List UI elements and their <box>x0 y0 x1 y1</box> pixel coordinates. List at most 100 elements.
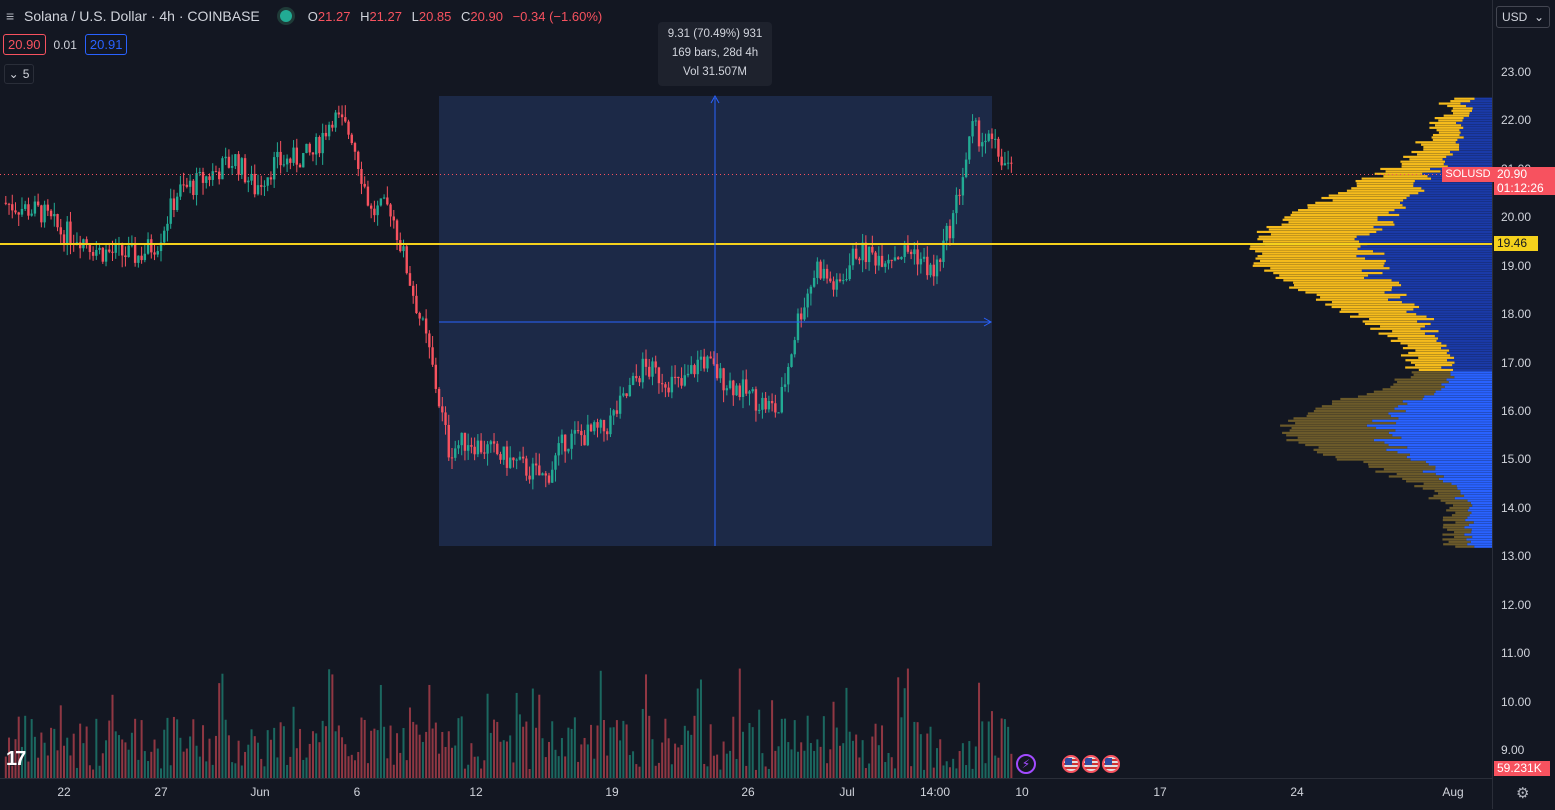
open-label: O <box>307 8 318 24</box>
volume-bar <box>185 748 188 778</box>
lightning-event-icon[interactable]: ⚡ <box>1016 754 1036 774</box>
time-tick-label: 24 <box>1290 785 1304 799</box>
settings-gear-icon[interactable]: ⚙ <box>1516 785 1530 802</box>
volume-bar <box>971 768 974 778</box>
volume-bar <box>308 743 311 778</box>
volume-profile-bar <box>1416 313 1492 316</box>
volume-profile-bar <box>1385 259 1492 263</box>
volume-profile-bar <box>1282 431 1389 434</box>
candle-body <box>544 473 547 476</box>
volume-bar <box>79 723 82 778</box>
candle-body <box>751 389 754 392</box>
volume-bar <box>172 716 175 778</box>
volume-profile-bar <box>1423 148 1460 151</box>
volume-bar <box>370 730 373 778</box>
volume-profile-bar <box>1255 257 1366 260</box>
candle-body <box>531 463 535 480</box>
volume-profile-bar <box>1423 482 1452 485</box>
candle-body <box>247 180 250 183</box>
candle-body <box>900 256 903 260</box>
volume-profile-bar <box>1465 518 1492 522</box>
candle-body <box>573 430 577 434</box>
volume-bar <box>777 746 780 778</box>
candle-body <box>596 422 599 428</box>
us-flag-event-icon[interactable] <box>1082 755 1100 773</box>
price-axis[interactable]: 23.0022.0021.0020.0019.0018.0017.0016.00… <box>1492 0 1555 809</box>
volume-bar <box>509 735 512 778</box>
volume-profile-bar <box>1306 414 1391 418</box>
tradingview-logo-icon[interactable]: 17 <box>6 748 26 770</box>
volume-bar <box>350 754 353 778</box>
volume-bar <box>803 750 806 778</box>
volume-profile-bar <box>1463 126 1492 129</box>
market-status-icon[interactable] <box>279 10 292 22</box>
symbol-title[interactable]: Solana / U.S. Dollar · 4h · COINBASE <box>24 8 260 24</box>
candle-body <box>175 196 179 211</box>
candle-body <box>302 153 305 168</box>
volume-bar <box>670 764 673 778</box>
candle-body <box>499 454 502 460</box>
volume-bar <box>845 687 848 778</box>
candle-body <box>240 158 244 175</box>
volume-profile-bar <box>1459 133 1492 137</box>
volume-profile-bar <box>1390 339 1437 342</box>
candle-body <box>942 240 945 263</box>
candle-body <box>622 393 625 396</box>
us-flag-event-icon[interactable] <box>1102 755 1120 773</box>
us-flag-event-icon[interactable] <box>1062 755 1080 773</box>
buy-button[interactable]: 20.91 <box>84 34 128 55</box>
volume-profile-bar <box>1292 211 1389 214</box>
change-value: −0.34 (−1.60%) <box>512 8 603 24</box>
volume-bar <box>771 700 774 778</box>
trade-buttons: 20.90 0.01 20.91 <box>3 34 128 55</box>
volume-bar <box>33 736 36 778</box>
volume-profile-bar <box>1307 412 1389 415</box>
sell-button[interactable]: 20.90 <box>3 34 46 55</box>
volume-profile-bar <box>1460 131 1492 134</box>
volume-bar <box>399 752 402 778</box>
candle-body <box>803 307 806 320</box>
volume-bar <box>790 749 793 778</box>
indicators-toggle-button[interactable]: ⌄ 5 <box>4 64 34 84</box>
candle-body <box>243 158 247 183</box>
candle-body <box>848 265 851 280</box>
volume-bar <box>848 731 851 778</box>
volume-bar <box>518 714 521 778</box>
volume-profile-bar <box>1447 359 1492 362</box>
volume-bar <box>302 759 305 778</box>
volume-profile-bar <box>1438 492 1461 495</box>
volume-profile-bar <box>1380 167 1431 171</box>
volume-profile-bar <box>1321 405 1399 408</box>
volume-profile-bar <box>1432 133 1460 137</box>
volume-profile-bar <box>1405 206 1492 209</box>
volume-bar <box>809 743 812 778</box>
candle-body <box>221 158 224 180</box>
volume-bar <box>502 740 505 778</box>
volume-bar <box>615 720 618 778</box>
volume-profile-bar <box>1438 119 1463 122</box>
volume-bar <box>473 756 476 778</box>
volume-bar <box>260 758 263 778</box>
candle-body <box>344 117 347 122</box>
volume-bar <box>974 746 977 778</box>
volume-profile-bar <box>1414 363 1453 367</box>
chart-canvas[interactable] <box>0 0 1492 778</box>
volume-bar <box>680 744 683 778</box>
volume-bar <box>696 688 699 778</box>
volume-profile-bar <box>1362 320 1418 323</box>
candle-body <box>903 245 906 257</box>
currency-select[interactable]: USD ⌄ <box>1496 6 1550 28</box>
volume-bar <box>402 728 405 778</box>
candle-body <box>405 246 408 274</box>
volume-profile-bar <box>1282 218 1378 221</box>
candle-body <box>909 251 913 255</box>
time-axis[interactable]: 22 27 Jun 6 12 19 26 Jul 14:00 10 17 24 Aug <box>0 778 1492 810</box>
candle-body <box>211 171 214 180</box>
volume-profile-bar <box>1392 330 1439 333</box>
volume-bar <box>63 745 65 778</box>
volume-bar <box>30 719 33 778</box>
hamburger-icon[interactable]: ≡ <box>6 8 15 24</box>
volume-bar <box>645 674 647 778</box>
candle-body <box>156 251 159 255</box>
volume-bar <box>528 768 531 778</box>
